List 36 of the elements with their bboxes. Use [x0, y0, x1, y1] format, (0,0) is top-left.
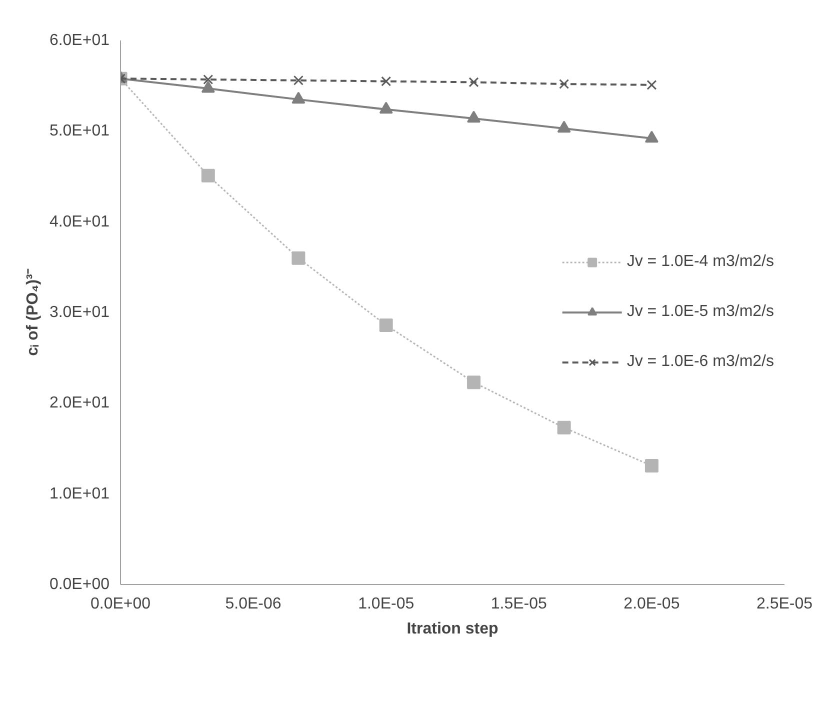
legend-label: Jv = 1.0E-4 m3/m2/s: [626, 253, 774, 271]
point: [201, 168, 215, 182]
y-tick-label: 1.0E+01: [49, 485, 110, 502]
y-tick-label: 4.0E+01: [49, 213, 110, 230]
point: [467, 110, 480, 123]
point: [559, 79, 570, 90]
point: [557, 120, 571, 133]
x-tick-label: 1.5E-05: [490, 596, 548, 612]
point: [644, 458, 658, 472]
point: [292, 92, 306, 104]
x-tick-label: 0.0E+00: [90, 596, 151, 612]
point: [379, 102, 393, 114]
x-tick-label: 2.0E-05: [624, 596, 680, 612]
point: [379, 318, 393, 332]
y-tick-label: 6.0E+01: [49, 32, 110, 49]
point: [467, 376, 480, 390]
point: [381, 76, 392, 86]
y-tick-label: 3.0E+01: [49, 304, 110, 321]
point: [468, 77, 479, 88]
x-tick-label: 1.0E-05: [358, 596, 414, 612]
y-axis-title: cᵢ of (PO₄)³⁻: [24, 268, 42, 356]
x-tick-label: 2.5E-05: [756, 596, 813, 612]
point: [292, 251, 306, 265]
point: [644, 130, 658, 143]
point: [557, 420, 571, 434]
y-tick-label: 0.0E+00: [49, 576, 110, 593]
legend-label: Jv = 1.0E-5 m3/m2/s: [626, 303, 774, 321]
x-axis-title: Itration step: [406, 620, 499, 638]
point: [293, 75, 304, 86]
y-tick-label: 2.0E+01: [49, 394, 110, 412]
x-tick-label: 5.0E-06: [225, 596, 282, 612]
point: [201, 80, 215, 93]
point: [203, 74, 214, 84]
point: [646, 80, 657, 90]
legend-label: Jv = 1.0E-6 m3/m2/s: [626, 353, 774, 371]
y-tick-label: 5.0E+01: [49, 122, 110, 140]
